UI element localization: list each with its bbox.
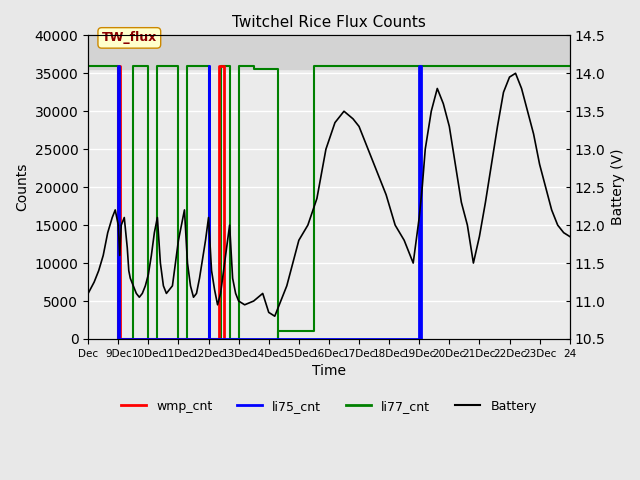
Y-axis label: Battery (V): Battery (V) bbox=[611, 149, 625, 226]
Bar bbox=[88, 36, 570, 70]
Title: Twitchel Rice Flux Counts: Twitchel Rice Flux Counts bbox=[232, 15, 426, 30]
Legend: wmp_cnt, li75_cnt, li77_cnt, Battery: wmp_cnt, li75_cnt, li77_cnt, Battery bbox=[116, 395, 541, 418]
Text: TW_flux: TW_flux bbox=[102, 31, 157, 45]
Y-axis label: Counts: Counts bbox=[15, 163, 29, 211]
X-axis label: Time: Time bbox=[312, 364, 346, 378]
